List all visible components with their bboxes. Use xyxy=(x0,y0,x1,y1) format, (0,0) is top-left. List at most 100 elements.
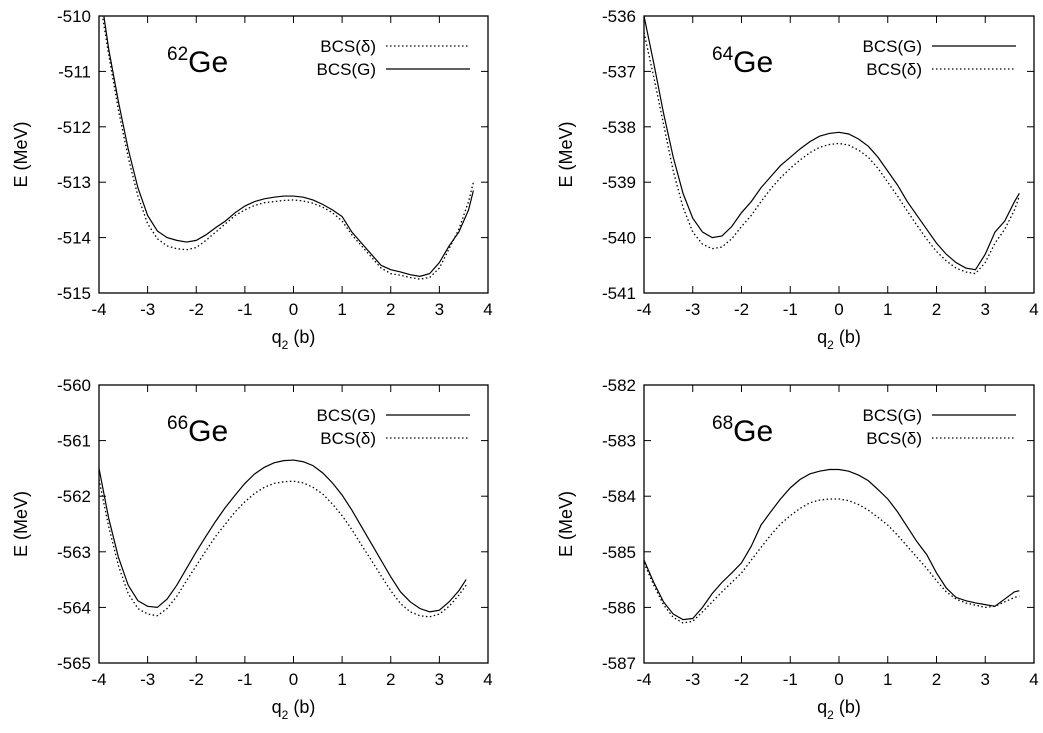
legend-label: BCS(δ) xyxy=(866,429,922,448)
x-tick-label: -2 xyxy=(734,300,749,319)
y-tick-label: -586 xyxy=(602,598,636,617)
series-line-bcs-delta xyxy=(644,498,1020,624)
x-tick-label: 0 xyxy=(834,670,843,689)
nucleus-label: 62Ge xyxy=(167,44,228,79)
nucleus-mass: 64 xyxy=(712,44,734,65)
x-axis-label-unit: (b) xyxy=(288,697,315,717)
x-tick-label: 4 xyxy=(483,670,492,689)
x-tick-label: -3 xyxy=(685,300,700,319)
nucleus-label: 68Ge xyxy=(712,413,773,448)
plot-frame xyxy=(98,384,489,664)
series-line-bcs-delta xyxy=(644,32,1020,275)
x-axis-label: q2 (b) xyxy=(817,697,861,722)
x-tick-label: -1 xyxy=(237,300,252,319)
y-tick-label: -511 xyxy=(58,62,91,81)
x-tick-label: 4 xyxy=(483,300,492,319)
x-axis-label: q2 (b) xyxy=(272,327,316,352)
x-tick-label: -2 xyxy=(734,670,749,689)
x-axis-label-main: q xyxy=(272,697,282,717)
x-tick-label: -2 xyxy=(189,670,204,689)
x-axis-label-sub: 2 xyxy=(827,338,834,352)
legend-label: BCS(G) xyxy=(863,406,923,425)
y-tick-label: -587 xyxy=(602,654,636,673)
x-tick-label: -1 xyxy=(237,670,252,689)
series-line-bcs-g xyxy=(644,468,1020,621)
x-tick-label: 1 xyxy=(883,300,892,319)
legend-label: BCS(G) xyxy=(863,37,923,56)
series-line-bcs-g xyxy=(99,459,467,613)
y-tick-label: -512 xyxy=(57,118,91,137)
x-tick-label: 3 xyxy=(435,670,444,689)
x-tick-label: -4 xyxy=(636,670,651,689)
x-axis-label-main: q xyxy=(817,327,827,347)
x-tick-label: -3 xyxy=(140,670,155,689)
nucleus-mass: 62 xyxy=(167,44,188,65)
nucleus-element: Ge xyxy=(188,46,228,79)
series-line-bcs-g xyxy=(103,16,474,277)
y-tick-label: -564 xyxy=(57,598,91,617)
y-axis-label: E (MeV) xyxy=(556,121,576,187)
x-tick-label: -3 xyxy=(685,670,700,689)
x-tick-label: 1 xyxy=(883,670,892,689)
y-axis-label: E (MeV) xyxy=(11,121,31,187)
chart-panel-68ge: -4 -3 -2 -1 0 1 2 3 4 -587 -586 -585 -584 -583 -582 q2 … xyxy=(556,376,1039,722)
x-axis-label: q2 (b) xyxy=(817,327,861,352)
x-tick-label: 2 xyxy=(932,300,941,319)
chart-panel-64ge: -4 -3 -2 -1 0 1 2 3 4 -541 -540 -539 -538 -537 -536 q2 … xyxy=(556,7,1039,352)
y-tick-label: -585 xyxy=(602,543,636,562)
x-axis-label-main: q xyxy=(272,327,282,347)
x-axis-label-sub: 2 xyxy=(282,708,289,722)
y-tick-label: -565 xyxy=(57,654,91,673)
plot-frame xyxy=(643,384,1035,664)
series-line-bcs-delta xyxy=(102,18,475,280)
y-tick-label: -584 xyxy=(602,487,636,506)
nucleus-element: Ge xyxy=(733,415,773,448)
legend-label: BCS(δ) xyxy=(320,429,376,448)
chart-panel-62ge: -4 -3 -2 -1 0 1 2 3 4 -515 -514 -513 -512 -511 -510 q2 … xyxy=(11,7,493,352)
x-tick-label: 1 xyxy=(337,670,346,689)
x-axis-label-unit: (b) xyxy=(834,327,861,347)
y-tick-label: -538 xyxy=(602,118,636,137)
x-axis-label-sub: 2 xyxy=(282,338,289,352)
x-tick-label: 0 xyxy=(834,300,843,319)
y-tick-label: -562 xyxy=(57,487,91,506)
nucleus-label: 64Ge xyxy=(712,44,773,79)
x-tick-label: 3 xyxy=(981,300,990,319)
y-tick-label: -561 xyxy=(57,432,91,451)
x-tick-label: 2 xyxy=(386,670,395,689)
y-tick-label: -514 xyxy=(57,229,91,248)
x-axis-label: q2 (b) xyxy=(272,697,316,722)
x-axis-label-unit: (b) xyxy=(834,697,861,717)
x-tick-label: -3 xyxy=(140,300,155,319)
nucleus-element: Ge xyxy=(188,415,228,448)
x-tick-label: 3 xyxy=(981,670,990,689)
legend-label: BCS(G) xyxy=(317,60,377,79)
nucleus-label: 66Ge xyxy=(167,413,228,448)
x-tick-label: 2 xyxy=(932,670,941,689)
y-tick-label: -515 xyxy=(57,284,91,303)
x-tick-label: -2 xyxy=(189,300,204,319)
x-tick-label: 3 xyxy=(435,300,444,319)
series-line-bcs-g xyxy=(644,16,1020,271)
y-tick-label: -540 xyxy=(602,229,636,248)
plot-frame xyxy=(643,15,1035,294)
x-tick-label: -4 xyxy=(91,670,106,689)
y-tick-label: -537 xyxy=(602,62,636,81)
legend-label: BCS(δ) xyxy=(320,37,376,56)
y-axis-label: E (MeV) xyxy=(556,491,576,557)
y-tick-label: -583 xyxy=(602,432,636,451)
y-tick-label: -513 xyxy=(57,173,91,192)
y-tick-label: -539 xyxy=(602,173,636,192)
x-tick-label: -4 xyxy=(91,300,106,319)
legend-label: BCS(δ) xyxy=(866,60,922,79)
x-tick-label: 4 xyxy=(1029,670,1038,689)
x-tick-label: 4 xyxy=(1029,300,1038,319)
y-tick-label: -541 xyxy=(602,284,636,303)
x-axis-label-main: q xyxy=(817,697,827,717)
y-tick-label: -510 xyxy=(57,7,91,26)
x-tick-label: 2 xyxy=(386,300,395,319)
plot-frame xyxy=(98,15,489,294)
x-tick-label: 0 xyxy=(289,670,298,689)
x-tick-label: -4 xyxy=(636,300,651,319)
